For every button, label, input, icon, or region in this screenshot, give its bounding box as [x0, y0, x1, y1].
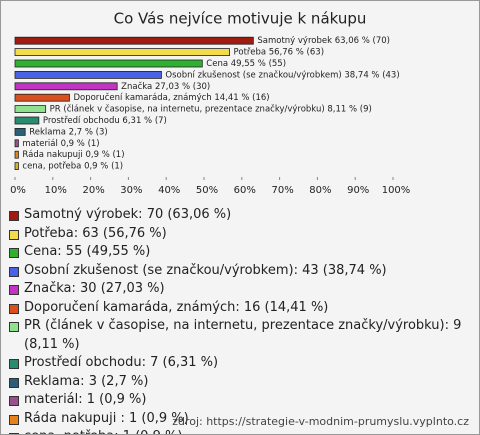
bar [14, 105, 47, 113]
legend-swatch [9, 285, 19, 295]
legend-label: Samotný výrobek: 70 (63,06 %) [24, 207, 232, 222]
value-label: Cena 49,55 % (55) [206, 59, 286, 69]
value-label: Ráda nakupuji 0,9 % (1) [22, 150, 124, 160]
legend-label: Značka: 30 (27,03 %) [24, 281, 165, 296]
value-label: PR (článek v časopise, na internetu, pre… [50, 104, 372, 115]
bar [14, 93, 70, 102]
legend-swatch [9, 396, 19, 406]
x-tick-label: 100% [382, 185, 411, 196]
bar [14, 128, 26, 136]
source: zdroj: https://strategie-v-modnim-prumys… [172, 415, 469, 428]
legend-label: Osobní zkušenost (se značkou/výrobkem): … [24, 262, 387, 278]
x-tick-label: 70% [271, 185, 293, 196]
legend-swatch [9, 414, 19, 425]
legend-item: Reklama: 3 (2,7 %) [9, 373, 469, 392]
legend-label: Reklama: 3 (2,7 %) [24, 373, 149, 389]
bar [14, 139, 19, 148]
legend-swatch [9, 377, 19, 388]
legend-item: Osobní zkušenost (se značkou/výrobkem): … [9, 262, 469, 281]
value-label: Samotný výrobek 63,06 % (70) [257, 36, 390, 46]
value-label: Reklama 2,7 % (3) [29, 127, 107, 137]
x-tick-label: 20% [82, 185, 104, 196]
legend-swatch [9, 211, 19, 221]
bar [14, 36, 254, 45]
bar [14, 59, 203, 68]
x-tick-label: 10% [45, 185, 67, 196]
legend-item: Potřeba: 63 (56,76 %) [9, 225, 469, 244]
value-label: Osobní zkušenost (se značkou/výrobkem) 3… [165, 69, 399, 80]
legend-swatch [9, 248, 19, 258]
x-tick-label: 40% [158, 185, 180, 196]
legend-item: Značka: 30 (27,03 %) [9, 280, 469, 299]
legend-label: Cena: 55 (49,55 %) [24, 244, 151, 259]
legend-item: Ráda nakupuji : 1 (0,9 %) [9, 410, 469, 429]
legend-swatch [9, 229, 19, 240]
legend-item: cena, potřeba: 1 (0,9 %) [9, 428, 469, 434]
legend-item: Samotný výrobek: 70 (63,06 %) [9, 206, 469, 225]
value-label: Prostředí obchodu 6,31 % (7) [43, 116, 167, 126]
value-label: Potřeba 56,76 % (63) [234, 48, 324, 58]
x-tick-label: 60% [234, 185, 256, 196]
legend-item: PR (článek v časopise, na internetu, pre… [9, 317, 469, 354]
legend-swatch [9, 322, 19, 332]
bar [14, 71, 162, 79]
legend-label: PR (článek v časopise, na internetu, pre… [24, 318, 462, 352]
legend-swatch [9, 433, 19, 434]
value-label: cena, potřeba 0,9 % (1) [22, 162, 123, 172]
legend-item: materiál: 1 (0,9 %) [9, 391, 469, 410]
legend-label: cena, potřeba: 1 (0,9 %) [24, 428, 182, 434]
legend: Samotný výrobek: 70 (63,06 %) Potřeba: 63… [9, 206, 469, 434]
legend-item: Doporučení kamaráda, známých: 16 (14,41 … [9, 299, 469, 318]
legend-label: Ráda nakupuji : 1 (0,9 %) [24, 410, 189, 426]
legend-swatch [9, 266, 19, 277]
x-tick-label: 50% [196, 185, 218, 196]
legend-label: materiál: 1 (0,9 %) [24, 392, 147, 407]
legend-label: Potřeba: 63 (56,76 %) [24, 225, 167, 241]
legend-label: Doporučení kamaráda, známých: 16 (14,41 … [24, 299, 329, 315]
x-tick-label: 0% [10, 185, 26, 196]
plot: Co Vás nejvíce motivuje k nákupu 0% 10% 20… [10, 10, 411, 197]
x-tick-label: 80% [309, 185, 331, 196]
legend-swatch [9, 359, 19, 369]
chart-title: Co Vás nejvíce motivuje k nákupu [114, 10, 367, 28]
legend-item: Prostředí obchodu: 7 (6,31 %) [9, 354, 469, 373]
value-label: materiál 0,9 % (1) [22, 139, 99, 149]
value-label: Značka 27,03 % (30) [121, 81, 210, 92]
bar [14, 150, 19, 159]
bar [14, 162, 19, 171]
legend-item: Cena: 55 (49,55 %) [9, 243, 469, 262]
bar [14, 48, 230, 56]
legend-swatch [9, 303, 19, 314]
value-label: Doporučení kamaráda, známých 14,41 % (16… [73, 92, 269, 103]
x-tick-label: 90% [347, 185, 369, 196]
bar [14, 82, 118, 91]
bar [14, 116, 40, 125]
x-tick-label: 30% [120, 185, 142, 196]
legend-label: Prostředí obchodu: 7 (6,31 %) [24, 355, 219, 370]
